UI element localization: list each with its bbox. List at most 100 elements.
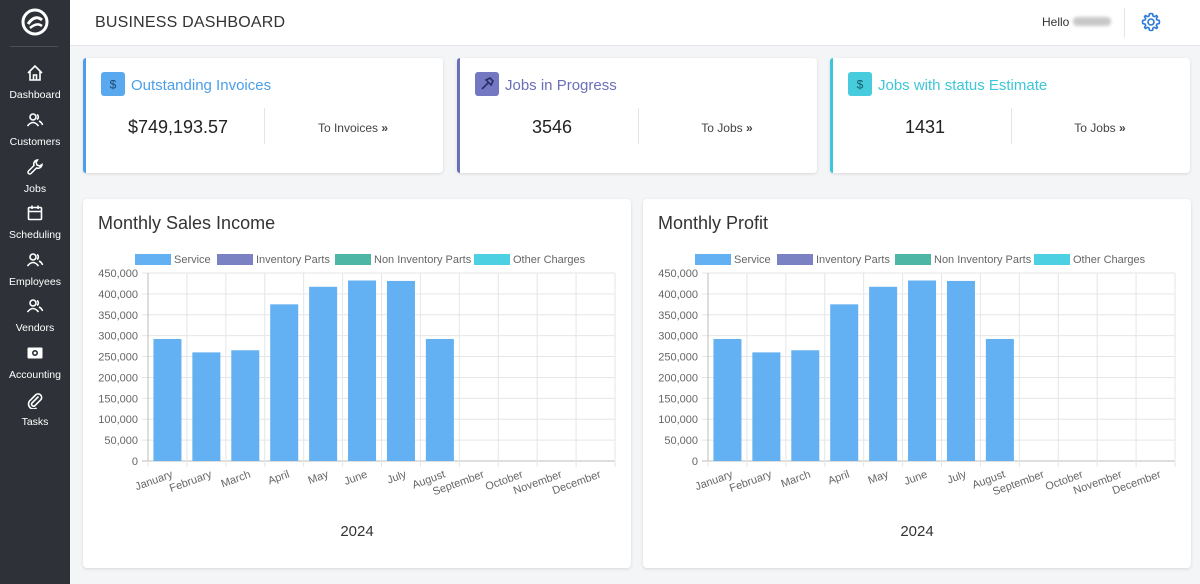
y-tick-label: 150,000 bbox=[98, 393, 138, 405]
legend-swatch bbox=[695, 254, 731, 265]
link-label: To Jobs bbox=[701, 121, 743, 135]
x-tick-label: May bbox=[867, 468, 891, 487]
x-axis-label: 2024 bbox=[900, 523, 934, 540]
chart-title: Monthly Profit bbox=[658, 213, 769, 233]
y-tick-label: 450,000 bbox=[658, 268, 698, 280]
legend-swatch bbox=[895, 254, 931, 265]
users-icon bbox=[26, 113, 44, 127]
sidebar-divider bbox=[10, 46, 58, 47]
username-redacted bbox=[1073, 17, 1111, 26]
stat-title: Jobs with status Estimate bbox=[878, 77, 1048, 94]
x-tick-label: January bbox=[134, 468, 175, 493]
to-jobs-link[interactable]: To Jobs » bbox=[652, 121, 802, 135]
legend-swatch bbox=[1034, 254, 1070, 265]
chart-card-monthly-profit: Monthly Profit Service Inventory Parts Non… bbox=[643, 199, 1191, 568]
sidebar-item-label: Accounting bbox=[9, 369, 61, 381]
home-icon bbox=[27, 64, 43, 81]
y-tick-label: 200,000 bbox=[658, 372, 698, 384]
sidebar-item-label: Tasks bbox=[21, 416, 49, 428]
chart-canvas: Service Inventory Parts Non Inventory Part… bbox=[98, 254, 616, 498]
stat-card-outstanding-invoices: $ Outstanding Invoices $749,193.57 To In… bbox=[83, 58, 443, 173]
top-header: BUSINESS DASHBOARD Hello bbox=[70, 0, 1200, 46]
y-tick-label: 0 bbox=[132, 456, 138, 468]
card-accent bbox=[83, 58, 86, 173]
chart-title: Monthly Sales Income bbox=[98, 213, 276, 233]
sidebar-item-jobs[interactable]: Jobs bbox=[0, 158, 70, 202]
stat-title: Jobs in Progress bbox=[505, 77, 617, 94]
money-icon bbox=[27, 347, 43, 359]
stat-value: 3546 bbox=[531, 117, 573, 137]
calendar-icon bbox=[27, 205, 43, 221]
x-tick-label: July bbox=[385, 468, 408, 486]
legend-swatch bbox=[217, 254, 253, 265]
sidebar-item-vendors[interactable]: Vendors bbox=[0, 297, 70, 341]
stat-divider bbox=[1011, 108, 1012, 144]
bar bbox=[713, 339, 742, 461]
x-tick-label: February bbox=[728, 468, 774, 495]
x-tick-label: March bbox=[219, 469, 252, 491]
y-tick-label: 450,000 bbox=[98, 268, 138, 280]
x-tick-label: March bbox=[779, 469, 812, 491]
chart-canvas: Service Inventory Parts Non Inventory Part… bbox=[658, 254, 1176, 498]
sidebar-item-employees[interactable]: Employees bbox=[0, 251, 70, 295]
sidebar-item-customers[interactable]: Customers bbox=[0, 111, 70, 155]
chevrons-right-icon: » bbox=[381, 121, 389, 135]
sidebar-item-label: Customers bbox=[9, 136, 61, 148]
wrench-icon bbox=[27, 159, 43, 175]
legend-label: Non Inventory Parts bbox=[934, 254, 1032, 266]
svg-text:$: $ bbox=[110, 78, 117, 92]
x-tick-label: April bbox=[826, 469, 851, 488]
chevrons-right-icon: » bbox=[1119, 121, 1126, 135]
stat-card-jobs-in-progress: Jobs in Progress 3546 To Jobs » bbox=[457, 58, 817, 173]
y-tick-label: 300,000 bbox=[658, 331, 698, 343]
sidebar-item-label: Employees bbox=[9, 276, 61, 288]
header-divider bbox=[1124, 8, 1125, 38]
to-invoices-link[interactable]: To Invoices » bbox=[278, 121, 428, 135]
svg-text:$: $ bbox=[857, 78, 864, 92]
x-tick-label: July bbox=[945, 468, 968, 486]
to-jobs-link[interactable]: To Jobs » bbox=[1025, 121, 1175, 135]
y-tick-label: 250,000 bbox=[658, 352, 698, 364]
bar bbox=[386, 280, 415, 461]
legend-swatch bbox=[135, 254, 171, 265]
sidebar-item-label: Dashboard bbox=[9, 89, 61, 101]
gear-icon[interactable] bbox=[1141, 12, 1161, 32]
sidebar-item-label: Vendors bbox=[15, 322, 55, 334]
sidebar-item-scheduling[interactable]: Scheduling bbox=[0, 204, 70, 248]
x-axis-label: 2024 bbox=[340, 523, 374, 540]
bar bbox=[270, 304, 299, 461]
stat-title: Outstanding Invoices bbox=[131, 77, 272, 94]
y-tick-label: 400,000 bbox=[658, 289, 698, 301]
sidebar-item-dashboard[interactable]: Dashboard bbox=[0, 64, 70, 108]
legend-label: Service bbox=[174, 254, 211, 266]
legend-label: Other Charges bbox=[1073, 254, 1146, 266]
legend-label: Inventory Parts bbox=[816, 254, 890, 266]
legend-label: Service bbox=[734, 254, 771, 266]
legend-swatch bbox=[335, 254, 371, 265]
y-tick-label: 100,000 bbox=[658, 414, 698, 426]
y-tick-label: 250,000 bbox=[98, 352, 138, 364]
sidebar-item-tasks[interactable]: Tasks bbox=[0, 391, 70, 435]
sidebar-item-label: Scheduling bbox=[9, 229, 61, 241]
app-logo-icon[interactable] bbox=[21, 8, 49, 36]
legend-swatch bbox=[777, 254, 813, 265]
sidebar-item-accounting[interactable]: Accounting bbox=[0, 344, 70, 388]
bar bbox=[309, 286, 338, 461]
sidebar-item-label: Jobs bbox=[23, 183, 47, 195]
stat-divider bbox=[638, 108, 639, 144]
y-tick-label: 50,000 bbox=[664, 435, 698, 447]
y-tick-label: 400,000 bbox=[98, 289, 138, 301]
y-tick-label: 350,000 bbox=[658, 310, 698, 322]
bar bbox=[830, 304, 859, 461]
paperclip-icon bbox=[27, 393, 43, 409]
bar bbox=[231, 350, 260, 461]
link-label: To Jobs bbox=[1074, 121, 1116, 135]
bar bbox=[192, 352, 221, 461]
link-label: To Invoices bbox=[317, 121, 378, 135]
bar bbox=[908, 280, 937, 461]
y-tick-label: 300,000 bbox=[98, 331, 138, 343]
legend-label: Inventory Parts bbox=[256, 254, 330, 266]
card-accent bbox=[457, 58, 460, 173]
bar bbox=[985, 339, 1014, 461]
y-tick-label: 200,000 bbox=[98, 372, 138, 384]
